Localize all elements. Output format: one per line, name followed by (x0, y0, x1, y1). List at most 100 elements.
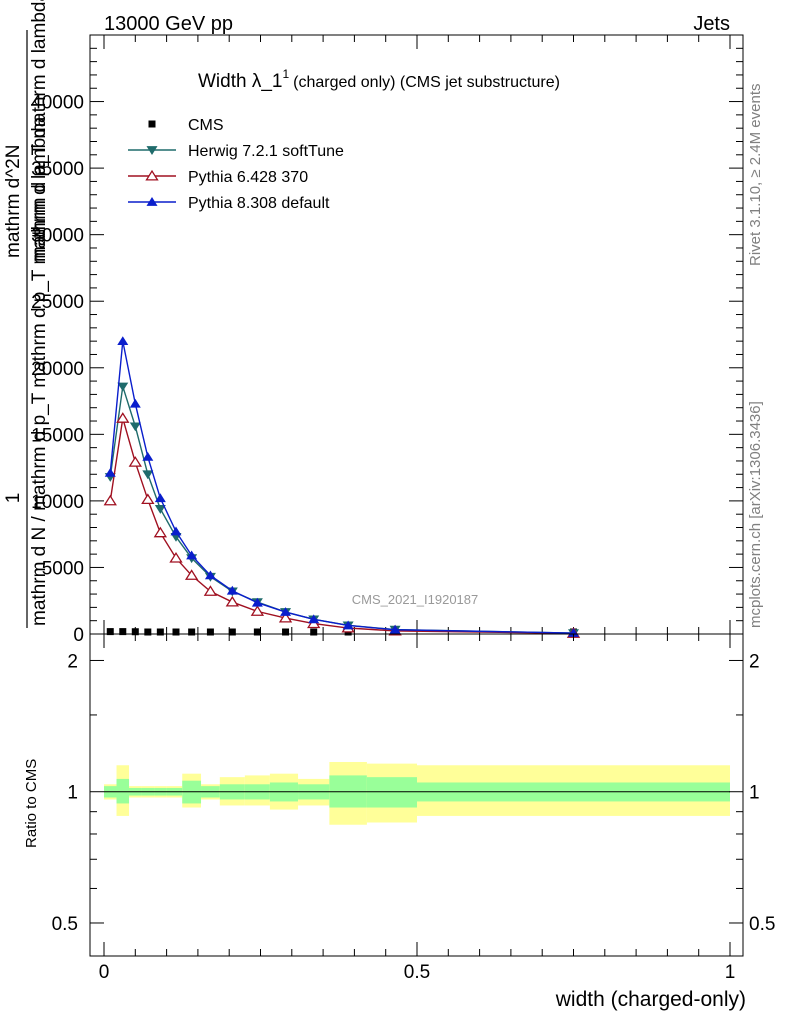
data-point (342, 620, 354, 630)
data-point (131, 628, 139, 636)
data-point (129, 422, 141, 432)
legend-entry: Pythia 6.428 370 (128, 169, 308, 186)
stat-band-bin (366, 777, 417, 808)
data-point (188, 628, 196, 636)
data-point (278, 611, 293, 623)
stat-band-bin (116, 778, 130, 804)
series-pythia-6-428-370 (103, 412, 581, 638)
data-point (206, 628, 214, 636)
data-point (251, 597, 263, 607)
legend-label: Pythia 6.428 370 (188, 169, 308, 186)
data-point (156, 628, 164, 636)
data-point (106, 628, 114, 636)
x-tick-label: 0.5 (404, 962, 430, 983)
series-pythia-8-308-default (104, 336, 579, 637)
data-point (119, 628, 127, 636)
header-jets: Jets (693, 13, 730, 35)
legend-entry: CMS (148, 117, 224, 134)
ratio-bands (104, 761, 730, 825)
data-point (204, 570, 216, 580)
data-point (169, 551, 183, 563)
data-point (203, 585, 218, 596)
data-point (170, 526, 182, 536)
data-point (250, 605, 265, 616)
data-point (186, 550, 198, 560)
legend-marker (148, 120, 156, 128)
ratio-y-tick-label: 1 (67, 783, 78, 804)
data-point (154, 493, 166, 503)
legend-entry: Herwig 7.2.1 softTune (128, 143, 344, 160)
data-point (228, 628, 236, 636)
main-y-tick-label: 10000 (31, 492, 84, 513)
rivet-label: Rivet 3.1.10, ≥ 2.4M events (747, 84, 764, 267)
main-panel: 0 5000 10000 15000 20000 25000 30000 35000 40000… (3, 0, 744, 646)
data-point (144, 628, 152, 636)
data-point (154, 505, 166, 514)
data-point (117, 382, 129, 392)
data-point (104, 467, 116, 477)
chart-title: Width λ_11 (charged only) (CMS jet substr… (198, 67, 560, 92)
x-axis-label: width (charged-only) (555, 988, 746, 1011)
data-point (142, 452, 154, 461)
data-point (225, 595, 240, 607)
ratio-y-tick-label-right: 1 (749, 783, 760, 804)
data-point (253, 628, 261, 636)
ratio-x-ticks: 0 0.5 1 (99, 634, 735, 983)
data-point (308, 614, 320, 624)
data-point (116, 412, 130, 423)
legend-label: Pythia 8.308 default (188, 195, 330, 212)
y-axis-label-line-2: mathrm d N / mathrm d p_T mathrm d p_T m… (29, 116, 50, 626)
main-y-tick-label: 35000 (31, 159, 84, 180)
y-axis-label-line-4: mathrm d p_T mathrm d lambda (29, 0, 50, 262)
series-herwig-7-2-1-softtune (104, 382, 579, 639)
chart-title-rest: (charged only) (CMS jet substructure) (293, 74, 560, 91)
series-line (109, 418, 574, 635)
data-point (184, 569, 199, 580)
legend-marker (146, 146, 158, 155)
legend-entry: Pythia 8.308 default (128, 195, 330, 212)
ratio-y-tick-label-right: 2 (749, 651, 760, 672)
data-point (142, 470, 154, 480)
data-point (568, 628, 579, 637)
mcplots-label: mcplots.cern.ch [arXiv:1306.3436] (747, 401, 764, 628)
main-y-tick-label: 25000 (31, 292, 84, 313)
x-tick-label: 0 (99, 962, 110, 983)
main-y-tick-label: 15000 (31, 425, 84, 446)
data-point (153, 526, 168, 538)
main-y-tick-label: 20000 (31, 359, 84, 380)
data-point (172, 628, 180, 636)
legend-marker (145, 169, 159, 181)
data-point (226, 585, 238, 595)
series-line (109, 386, 574, 634)
watermark: CMS_2021_I1920187 (352, 592, 479, 607)
data-point (129, 398, 141, 408)
chart-title-main: Width λ_1 (198, 71, 282, 92)
y-axis-label: 1 mathrm d N / mathrm d p_T mathrm d p_T… (3, 0, 50, 628)
data-point (310, 628, 318, 636)
data-point (282, 628, 290, 636)
y-axis-label-line-1: 1 (3, 493, 24, 504)
ratio-panel: 0.5 0.51 12 2 0 0.5 1 Ratio to CMS width (cha… (23, 633, 776, 1011)
y-axis-label-line-3: mathrm d^2N (3, 145, 24, 258)
series-layer (103, 336, 581, 639)
series-line (109, 341, 574, 634)
data-point (128, 456, 142, 467)
chart-title-sup: 1 (282, 67, 289, 81)
data-point (280, 607, 292, 616)
main-y-ticks: 0 5000 10000 15000 20000 25000 30000 35000 40000 (31, 47, 743, 646)
main-y-tick-label: 30000 (31, 226, 84, 247)
legend-marker (146, 197, 158, 206)
legend-label: Herwig 7.2.1 softTune (188, 143, 344, 160)
data-point (117, 336, 129, 346)
main-y-tick-label: 0 (73, 625, 84, 646)
data-point (103, 494, 117, 506)
data-point (389, 624, 401, 634)
ratio-y-label: Ratio to CMS (23, 759, 40, 848)
ratio-y-ticks: 0.5 0.5 1 1 2 2 (52, 651, 776, 935)
main-y-tick-label: 40000 (31, 93, 84, 114)
main-y-tick-label: 5000 (42, 558, 84, 579)
ratio-y-tick-label-right: 0.5 (749, 914, 775, 935)
data-point (141, 493, 155, 505)
legend-label: CMS (188, 117, 224, 134)
